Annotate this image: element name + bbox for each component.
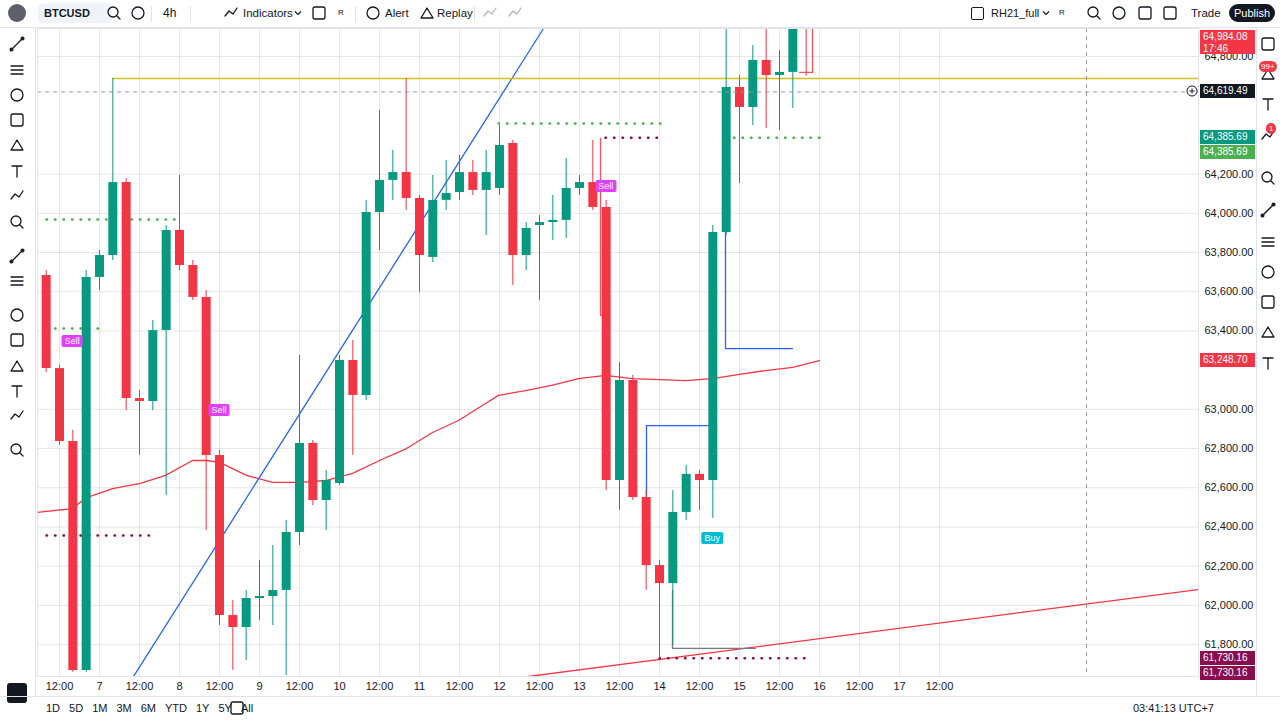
svg-text:12:00: 12:00 bbox=[926, 680, 954, 692]
svg-text:62,200.00: 62,200.00 bbox=[1205, 560, 1254, 572]
svg-text:12:00: 12:00 bbox=[606, 680, 634, 692]
svg-text:63,600.00: 63,600.00 bbox=[1205, 285, 1254, 297]
svg-text:61,800.00: 61,800.00 bbox=[1205, 638, 1254, 650]
svg-text:16: 16 bbox=[813, 680, 825, 692]
svg-text:17: 17 bbox=[893, 680, 905, 692]
svg-text:62,800.00: 62,800.00 bbox=[1205, 442, 1254, 454]
svg-text:62,400.00: 62,400.00 bbox=[1205, 520, 1254, 532]
svg-text:63,000.00: 63,000.00 bbox=[1205, 403, 1254, 415]
svg-text:62,600.00: 62,600.00 bbox=[1205, 481, 1254, 493]
svg-text:12:00: 12:00 bbox=[206, 680, 234, 692]
svg-text:12:00: 12:00 bbox=[446, 680, 474, 692]
svg-text:63,400.00: 63,400.00 bbox=[1205, 324, 1254, 336]
svg-text:12: 12 bbox=[493, 680, 505, 692]
svg-text:12:00: 12:00 bbox=[126, 680, 154, 692]
svg-text:12:00: 12:00 bbox=[766, 680, 794, 692]
svg-text:62,000.00: 62,000.00 bbox=[1205, 599, 1254, 611]
svg-text:10: 10 bbox=[333, 680, 345, 692]
svg-text:12:00: 12:00 bbox=[366, 680, 394, 692]
svg-text:64,000.00: 64,000.00 bbox=[1205, 207, 1254, 219]
svg-text:9: 9 bbox=[256, 680, 262, 692]
svg-text:15: 15 bbox=[733, 680, 745, 692]
svg-text:7: 7 bbox=[96, 680, 102, 692]
svg-text:11: 11 bbox=[414, 680, 425, 692]
svg-text:64,200.00: 64,200.00 bbox=[1205, 168, 1254, 180]
svg-text:12:00: 12:00 bbox=[286, 680, 314, 692]
svg-text:13: 13 bbox=[573, 680, 585, 692]
svg-text:14: 14 bbox=[653, 680, 665, 692]
svg-text:12:00: 12:00 bbox=[46, 680, 74, 692]
svg-text:12:00: 12:00 bbox=[526, 680, 554, 692]
svg-text:12:00: 12:00 bbox=[846, 680, 874, 692]
svg-text:12:00: 12:00 bbox=[686, 680, 714, 692]
svg-text:63,800.00: 63,800.00 bbox=[1205, 246, 1254, 258]
svg-text:8: 8 bbox=[176, 680, 182, 692]
